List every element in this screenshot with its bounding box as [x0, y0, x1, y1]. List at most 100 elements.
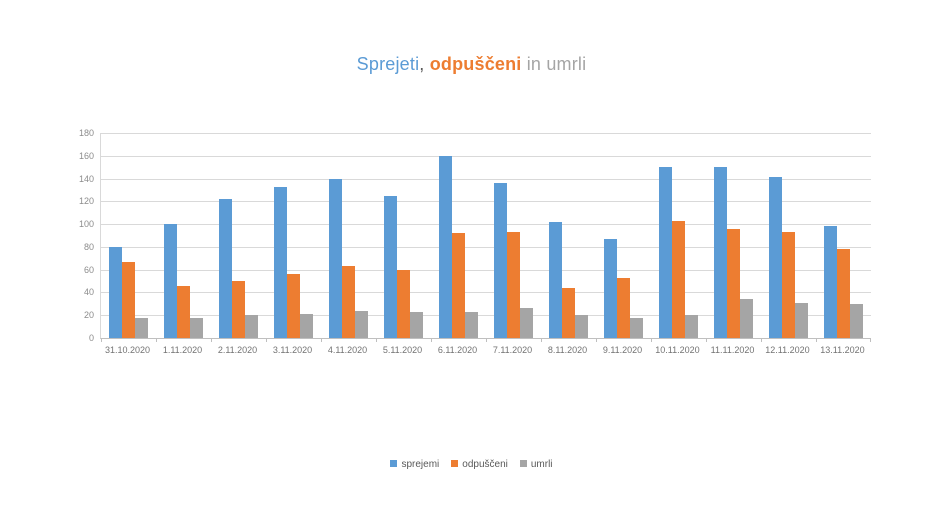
bar-odpusceni — [837, 249, 850, 338]
bar-odpusceni — [122, 261, 135, 338]
x-axis-label: 3.11.2020 — [272, 345, 313, 355]
x-axis-label: 8.11.2020 — [547, 345, 588, 355]
bar-sprejemi — [549, 221, 562, 338]
legend-swatch-odpusceni — [451, 460, 459, 467]
bar-odpusceni — [177, 285, 190, 338]
bar-sprejemi — [164, 224, 177, 338]
bar-umrli — [190, 317, 203, 338]
bar-umrli — [795, 302, 808, 338]
bar-sprejemi — [219, 199, 232, 338]
bar-group — [596, 133, 651, 338]
x-axis-tick — [870, 338, 871, 342]
bar-group — [101, 133, 156, 338]
bar-odpusceni — [782, 232, 795, 338]
bar-group — [541, 133, 596, 338]
legend-item-umrli: umrli — [519, 459, 553, 470]
y-axis-label: 180 — [78, 128, 94, 138]
bar-umrli — [520, 308, 533, 338]
legend-item-odpusceni: odpuščeni — [451, 459, 508, 470]
x-axis-tick — [706, 338, 707, 342]
gridline — [101, 315, 871, 317]
bar-group — [706, 133, 761, 338]
legend-swatch-sprejemi — [390, 460, 398, 467]
bar-group — [651, 133, 706, 338]
bar-odpusceni — [672, 220, 685, 338]
bar-odpusceni — [452, 233, 465, 338]
x-axis-label: 7.11.2020 — [492, 345, 533, 355]
gridline — [101, 133, 871, 134]
bar-sprejemi — [769, 177, 782, 338]
bar-odpusceni — [232, 281, 245, 338]
bar-group — [211, 133, 266, 338]
bar-group — [816, 133, 871, 338]
bar-sprejemi — [329, 178, 342, 338]
bar-sprejemi — [384, 195, 397, 338]
x-axis-label: 9.11.2020 — [602, 345, 643, 355]
gridline — [101, 224, 871, 226]
plot-area — [100, 133, 871, 342]
bar-group — [156, 133, 211, 338]
x-axis-label: 13.11.2020 — [820, 345, 865, 355]
title-separator: , — [419, 54, 430, 74]
x-axis-label: 1.11.2020 — [162, 345, 203, 355]
x-axis-tick — [486, 338, 487, 342]
x-axis-label: 6.11.2020 — [437, 345, 478, 355]
bar-umrli — [245, 315, 258, 338]
y-axis-label: 120 — [78, 196, 94, 207]
y-axis-label: 100 — [78, 219, 94, 230]
y-axis-label: 140 — [78, 173, 94, 184]
y-axis-label: 40 — [83, 287, 94, 298]
x-axis-label: 5.11.2020 — [382, 345, 423, 355]
bar-sprejemi — [824, 226, 837, 338]
bar-sprejemi — [109, 246, 122, 338]
x-axis-label: 4.11.2020 — [327, 345, 368, 355]
bar-umrli — [135, 317, 148, 338]
y-axis-label: 80 — [83, 241, 94, 252]
bar-group — [321, 133, 376, 338]
x-axis-label: 2.11.2020 — [217, 345, 258, 355]
bar-group — [376, 133, 431, 338]
x-axis-tick — [266, 338, 267, 342]
chart-title: Sprejeti, odpuščeni in umrli — [0, 54, 943, 75]
x-axis-tick — [596, 338, 597, 342]
gridline — [101, 292, 871, 294]
bar-odpusceni — [342, 266, 355, 338]
bar-umrli — [685, 315, 698, 338]
title-word-in-umrli: in umrli — [521, 54, 587, 74]
x-axis-tick — [211, 338, 212, 342]
x-axis-label: 12.11.2020 — [765, 345, 810, 355]
x-axis-label: 31.10.2020 — [104, 345, 151, 355]
bar-sprejemi — [714, 167, 727, 338]
x-axis-label: 11.11.2020 — [710, 345, 755, 355]
legend-label: sprejemi — [401, 459, 440, 470]
bar-sprejemi — [659, 167, 672, 338]
legend-label: umrli — [530, 459, 553, 470]
bar-umrli — [465, 311, 478, 338]
bar-sprejemi — [604, 238, 617, 338]
title-word-sprejeti: Sprejeti — [356, 54, 420, 74]
bar-umrli — [740, 299, 753, 338]
x-axis-tick — [541, 338, 542, 342]
gridline — [101, 246, 871, 248]
x-axis-tick — [156, 338, 157, 342]
bar-odpusceni — [562, 287, 575, 338]
x-axis-tick — [431, 338, 432, 342]
bar-odpusceni — [507, 232, 520, 338]
bar-umrli — [850, 303, 863, 338]
y-axis-label: 20 — [83, 310, 94, 321]
bar-odpusceni — [617, 277, 630, 338]
bar-sprejemi — [274, 186, 287, 338]
bar-umrli — [410, 311, 423, 338]
bar-odpusceni — [727, 228, 740, 338]
bar-umrli — [300, 314, 313, 338]
x-axis-tick — [321, 338, 322, 342]
y-axis-label: 60 — [83, 264, 94, 275]
bar-group — [761, 133, 816, 338]
bar-group — [486, 133, 541, 338]
x-axis-tick — [761, 338, 762, 342]
title-word-odpusceni: odpuščeni — [429, 54, 522, 74]
chart-legend: sprejemi odpuščeni umrli — [0, 459, 943, 470]
gridline — [101, 269, 871, 271]
y-axis-label: 160 — [78, 150, 94, 161]
